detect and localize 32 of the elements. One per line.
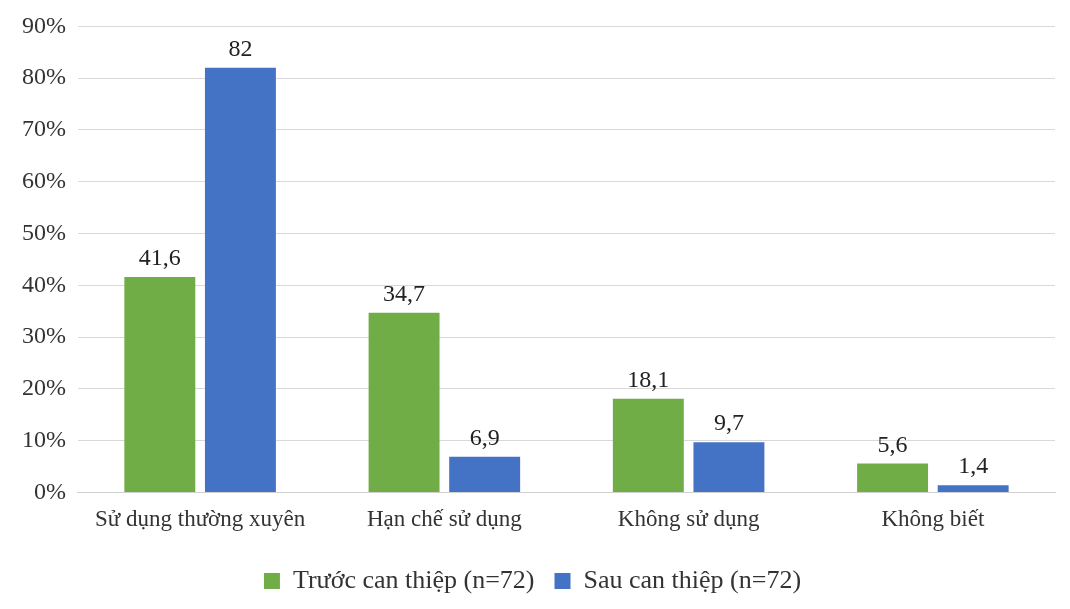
y-tick-label: 20% [21,374,66,401]
bar [937,485,1009,492]
bar [124,277,196,492]
data-label: 6,9 [469,423,500,450]
legend-label: Sau can thiệp (n=72) [583,564,802,594]
bar [368,312,440,492]
bar [693,442,765,492]
y-tick-label: 50% [21,218,66,245]
data-label: 1,4 [958,452,989,479]
y-tick-label: 80% [21,63,66,90]
data-label: 18,1 [627,365,670,392]
x-tick-label: Hạn chế sử dụng [366,506,523,532]
data-label: 34,7 [383,280,426,307]
y-tick-label: 10% [21,425,66,452]
y-tick-label: 0% [33,477,66,504]
y-tick-label: 60% [21,167,66,194]
bar [449,456,521,492]
bar [857,463,929,492]
data-label: 9,7 [713,409,744,436]
y-tick-label: 90% [21,11,66,38]
y-tick-label: 40% [21,270,66,297]
data-label: 5,6 [877,430,908,457]
legend-label: Trước can thiệp (n=72) [292,564,535,594]
y-tick-label: 70% [21,115,66,142]
data-label: 41,6 [138,244,181,271]
x-tick-label: Không sử dụng [617,506,760,532]
x-tick-label: Sử dụng thường xuyên [95,506,306,532]
y-tick-label: 30% [21,322,66,349]
data-label: 82 [228,35,253,62]
x-tick-label: Không biết [881,506,985,532]
bar [204,67,276,492]
bar [612,398,684,492]
